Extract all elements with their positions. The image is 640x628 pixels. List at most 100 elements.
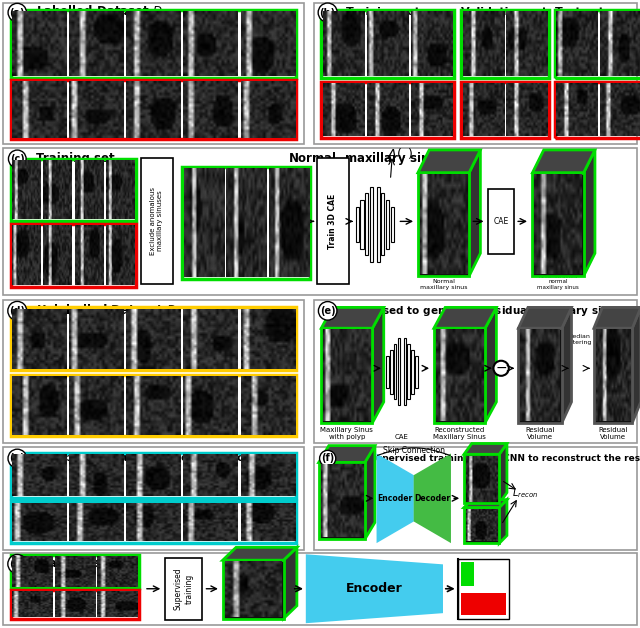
Text: Self-supervised training of 3D CNN to reconstruct the residual volumes: Self-supervised training of 3D CNN to re…: [347, 454, 640, 463]
Bar: [11, 375, 296, 436]
Bar: [11, 10, 296, 78]
Polygon shape: [223, 548, 297, 560]
Bar: [11, 453, 296, 498]
Text: (e): (e): [320, 306, 335, 316]
Bar: [321, 82, 454, 138]
Bar: [356, 207, 359, 242]
Bar: [11, 590, 139, 619]
Polygon shape: [321, 307, 384, 328]
Bar: [555, 10, 640, 78]
Bar: [365, 193, 369, 256]
Bar: [408, 344, 410, 399]
Polygon shape: [415, 455, 450, 541]
Text: Unlabelled Dataset of residual volumes: Unlabelled Dataset of residual volumes: [36, 453, 282, 463]
Polygon shape: [485, 307, 497, 423]
Bar: [314, 447, 637, 550]
Polygon shape: [632, 307, 640, 423]
Bar: [464, 454, 499, 504]
Bar: [390, 207, 394, 242]
Polygon shape: [434, 307, 497, 328]
Text: (e): (e): [10, 453, 25, 463]
Text: Skip Connection: Skip Connection: [383, 446, 445, 455]
Polygon shape: [518, 307, 572, 328]
Bar: [11, 80, 296, 139]
Text: CAE: CAE: [395, 433, 409, 440]
Polygon shape: [319, 446, 375, 462]
Bar: [11, 308, 296, 371]
Text: $A(.)$  used to generate  residual maxillary sinus volumes: $A(.)$ used to generate residual maxilla…: [347, 304, 640, 318]
Bar: [3, 447, 304, 550]
Bar: [594, 328, 632, 423]
Bar: [458, 559, 509, 619]
Bar: [412, 350, 414, 394]
Bar: [165, 558, 202, 620]
Text: Median
Filtering: Median Filtering: [566, 334, 592, 345]
Text: (d): (d): [10, 306, 26, 316]
Text: Exclude anomalous
maxillary sinuses: Exclude anomalous maxillary sinuses: [150, 187, 163, 255]
Bar: [3, 300, 304, 443]
Text: (c): (c): [10, 154, 25, 164]
Text: Labelled Dataset $D_l$: Labelled Dataset $D_l$: [36, 4, 166, 20]
Bar: [397, 338, 401, 405]
Text: Test set: Test set: [555, 7, 604, 17]
Bar: [461, 593, 506, 615]
Text: (b): (b): [319, 8, 336, 18]
Text: Reconstructed
Maxillary Sinus: Reconstructed Maxillary Sinus: [433, 426, 486, 440]
Bar: [321, 328, 372, 423]
Text: Training set: Training set: [346, 7, 419, 17]
Polygon shape: [584, 150, 595, 276]
Polygon shape: [378, 455, 413, 541]
Bar: [319, 462, 365, 539]
Bar: [555, 82, 640, 138]
Bar: [11, 224, 136, 287]
Text: Residual
Volume: Residual Volume: [598, 426, 628, 440]
Bar: [3, 553, 637, 625]
Bar: [404, 338, 406, 405]
Bar: [141, 158, 173, 284]
Polygon shape: [499, 500, 507, 543]
Text: Decoder: Decoder: [415, 494, 451, 503]
Bar: [418, 173, 469, 276]
Text: Normal
maxillary sinus: Normal maxillary sinus: [420, 279, 467, 290]
Bar: [370, 187, 373, 262]
Bar: [376, 187, 380, 262]
Bar: [182, 167, 310, 279]
Bar: [11, 501, 296, 543]
Text: (a): (a): [10, 8, 25, 18]
Polygon shape: [562, 307, 572, 423]
Bar: [3, 3, 304, 144]
Polygon shape: [365, 446, 375, 539]
Bar: [381, 193, 385, 256]
Text: Supervised
training: Supervised training: [174, 568, 193, 610]
Bar: [11, 555, 139, 588]
Polygon shape: [464, 500, 507, 507]
Text: (f): (f): [321, 453, 334, 463]
Text: $L_{recon}$: $L_{recon}$: [512, 486, 538, 500]
Bar: [415, 356, 418, 387]
Polygon shape: [499, 443, 507, 504]
Text: $A(.)$: $A(.)$: [387, 146, 413, 161]
Text: Validation set: Validation set: [461, 7, 548, 17]
Text: Train 3D CAE: Train 3D CAE: [328, 193, 337, 249]
Text: Training set: Training set: [36, 558, 115, 570]
Bar: [434, 328, 485, 423]
Polygon shape: [418, 150, 481, 173]
Text: −: −: [495, 361, 507, 376]
Bar: [223, 560, 284, 619]
Bar: [532, 173, 584, 276]
Bar: [394, 344, 397, 399]
Text: CAE: CAE: [493, 217, 509, 226]
Polygon shape: [594, 307, 640, 328]
Bar: [386, 356, 388, 387]
Bar: [488, 189, 514, 254]
Text: Reconstructed
normal
maxillary sinus: Reconstructed normal maxillary sinus: [537, 274, 579, 290]
Bar: [360, 200, 364, 249]
Bar: [314, 300, 637, 443]
Bar: [317, 158, 349, 284]
Bar: [390, 350, 392, 394]
Circle shape: [493, 360, 509, 376]
Polygon shape: [372, 307, 384, 423]
Text: Maxillary Sinus
with polyp: Maxillary Sinus with polyp: [321, 426, 373, 440]
Bar: [321, 10, 454, 78]
Text: Residual
Volume: Residual Volume: [525, 426, 555, 440]
